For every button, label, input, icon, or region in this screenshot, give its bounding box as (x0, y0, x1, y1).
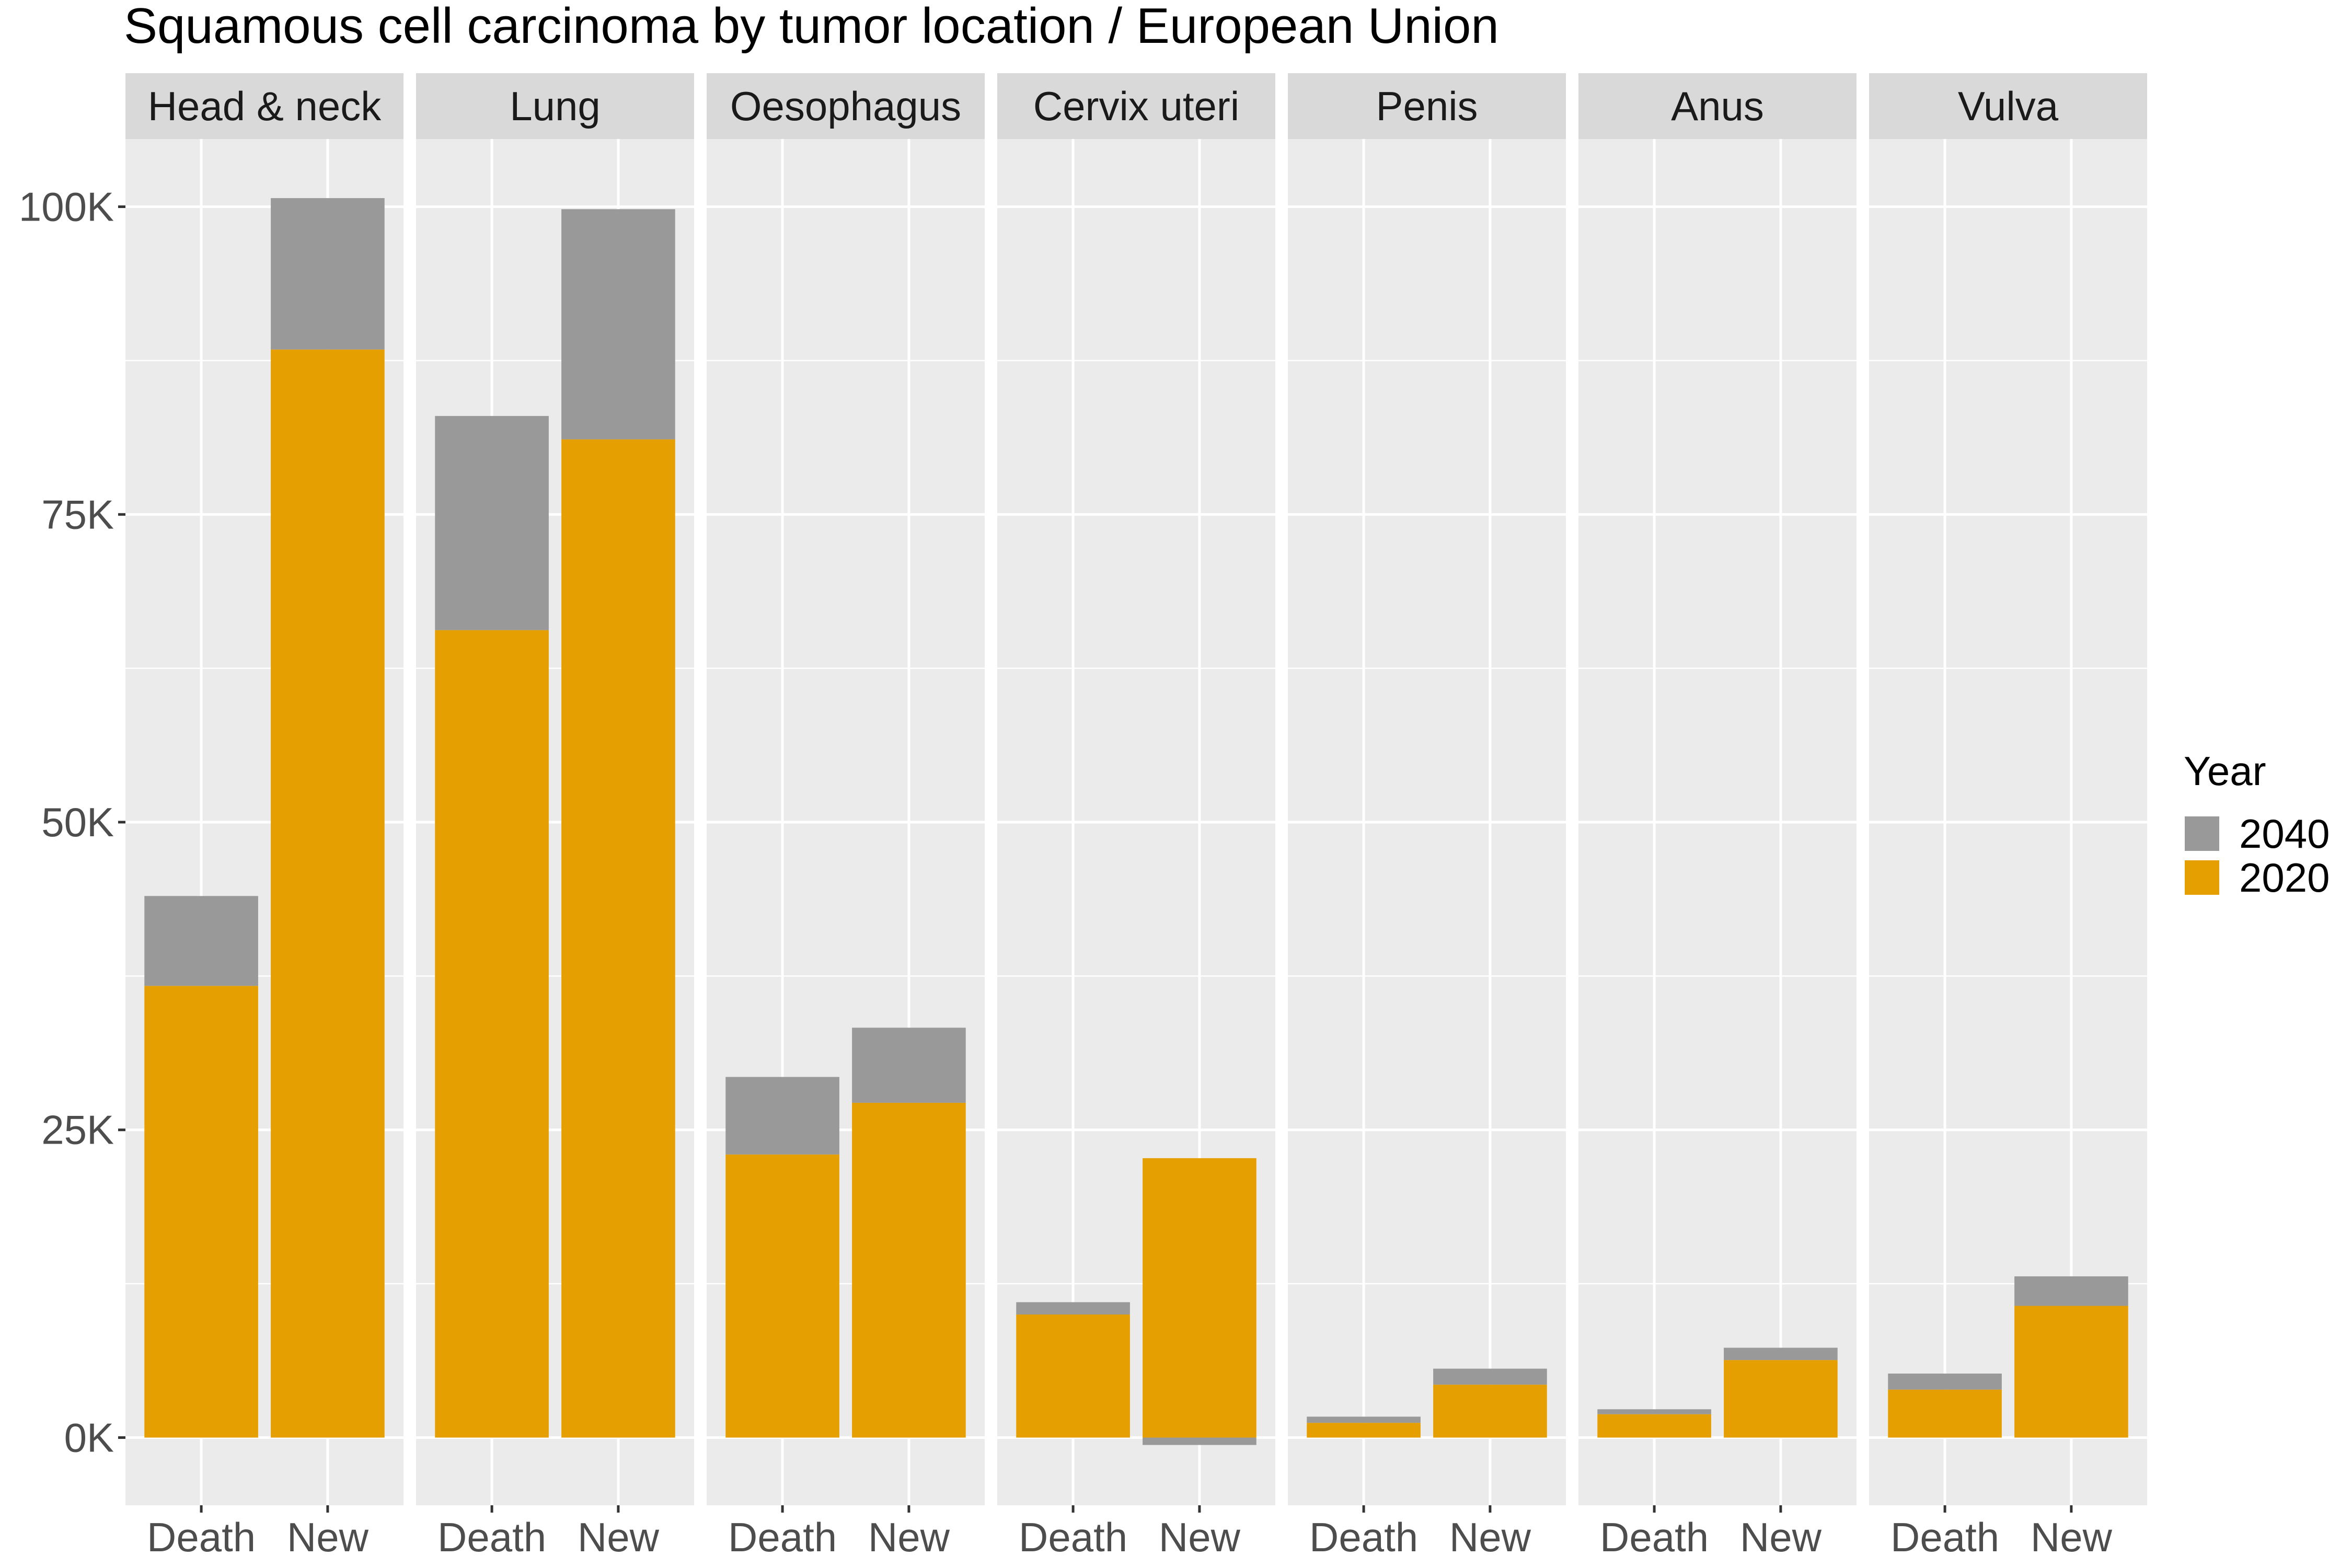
x-tick-label: Death (437, 1514, 546, 1560)
bar-2040-penis-new (1433, 1368, 1547, 1385)
x-tick-label: New (578, 1514, 660, 1560)
bar-2040-vulva-new (2014, 1276, 2128, 1306)
facet-strip (416, 73, 694, 139)
bar-2040-lung-death (435, 416, 549, 630)
facet-strip (1288, 73, 1566, 139)
bar-2020-vulva-new (2014, 1306, 2128, 1438)
bar-2040-lung-new (561, 209, 675, 440)
facet-strip (125, 73, 403, 139)
x-tick-label: Death (147, 1514, 256, 1560)
bar-2020-cervix-uteri-death (1016, 1314, 1130, 1438)
bar-2020-vulva-death (1888, 1389, 2002, 1438)
facet-label: Penis (1376, 83, 1478, 129)
bar-2020-oesophagus-death (725, 1154, 839, 1438)
facet-label: Oesophagus (730, 83, 961, 129)
bar-2020-anus-death (1597, 1414, 1711, 1438)
x-tick-label: New (1449, 1514, 1531, 1560)
x-tick-label: New (868, 1514, 950, 1560)
bar-2020-head-and-neck-death (144, 986, 258, 1438)
facet-panel-head-and-neck: Head & neck Death New (125, 73, 403, 1560)
bar-2040-head-and-neck-death (144, 896, 258, 986)
bar-2040-penis-death (1307, 1416, 1421, 1423)
facet-panel-anus: Anus Death New (1578, 73, 1857, 1560)
y-axis: 0K 25K 50K 75K 100K (19, 184, 125, 1460)
legend: Year 2040 2020 (2184, 748, 2330, 901)
facet-label: Anus (1671, 83, 1764, 129)
bar-2040-oesophagus-new (852, 1028, 966, 1103)
bar-2020-penis-death (1307, 1423, 1421, 1438)
legend-title: Year (2184, 748, 2266, 794)
facet-strip (707, 73, 985, 139)
x-tick-label: Death (1890, 1514, 1999, 1560)
x-tick-label: New (2031, 1514, 2113, 1560)
x-tick-label: New (1740, 1514, 1822, 1560)
facet-strip (1869, 73, 2147, 139)
bar-2040-anus-death (1597, 1409, 1711, 1414)
facet-strip (1578, 73, 1857, 139)
bar-2040-head-and-neck-new (271, 198, 385, 350)
facet-panel-lung: Lung Death New (416, 73, 694, 1560)
bar-2020-cervix-uteri-new (1143, 1158, 1256, 1438)
bar-2040-vulva-death (1888, 1374, 2002, 1390)
x-tick-label: Death (1309, 1514, 1418, 1560)
x-tick-label: New (287, 1514, 369, 1560)
facet-panel-vulva: Vulva Death New (1869, 73, 2147, 1560)
bar-2020-lung-new (561, 439, 675, 1438)
facet-label: Head & neck (148, 83, 382, 129)
bar-2020-anus-new (1724, 1360, 1838, 1438)
legend-label-2040: 2040 (2239, 811, 2330, 857)
legend-key-2040 (2185, 816, 2219, 851)
facet-label: Lung (510, 83, 601, 129)
x-tick-label: New (1159, 1514, 1241, 1560)
bar-2040-cervix-uteri-death (1016, 1302, 1130, 1315)
legend-key-2020 (2185, 860, 2219, 895)
x-tick-label: Death (1600, 1514, 1709, 1560)
x-tick-label: Death (1019, 1514, 1127, 1560)
legend-label-2020: 2020 (2239, 855, 2330, 901)
y-tick-label: 25K (41, 1107, 114, 1153)
bar-2020-lung-death (435, 630, 549, 1438)
facet-panel-penis: Penis Death New (1288, 73, 1566, 1560)
y-tick-label: 50K (41, 799, 114, 845)
facet-label: Vulva (1958, 83, 2059, 129)
bar-2040-anus-new (1724, 1347, 1838, 1361)
y-tick-label: 100K (19, 184, 114, 230)
chart-title: Squamous cell carcinoma by tumor locatio… (124, 0, 1499, 54)
facet-strip (997, 73, 1275, 139)
y-tick-label: 75K (41, 491, 114, 537)
x-tick-label: Death (728, 1514, 837, 1560)
bar-2020-oesophagus-new (852, 1102, 966, 1438)
bar-2020-penis-new (1433, 1385, 1547, 1438)
facet-panel-cervix-uteri: Cervix uteri Death New (997, 73, 1275, 1560)
facet-panel-oesophagus: Oesophagus Death New (707, 73, 985, 1560)
y-tick-label: 0K (64, 1414, 114, 1460)
bar-2020-head-and-neck-new (271, 349, 385, 1438)
facet-label: Cervix uteri (1033, 83, 1239, 129)
bar-2040-oesophagus-death (725, 1077, 839, 1155)
bar-2040-cervix-uteri-new (1143, 1437, 1256, 1445)
